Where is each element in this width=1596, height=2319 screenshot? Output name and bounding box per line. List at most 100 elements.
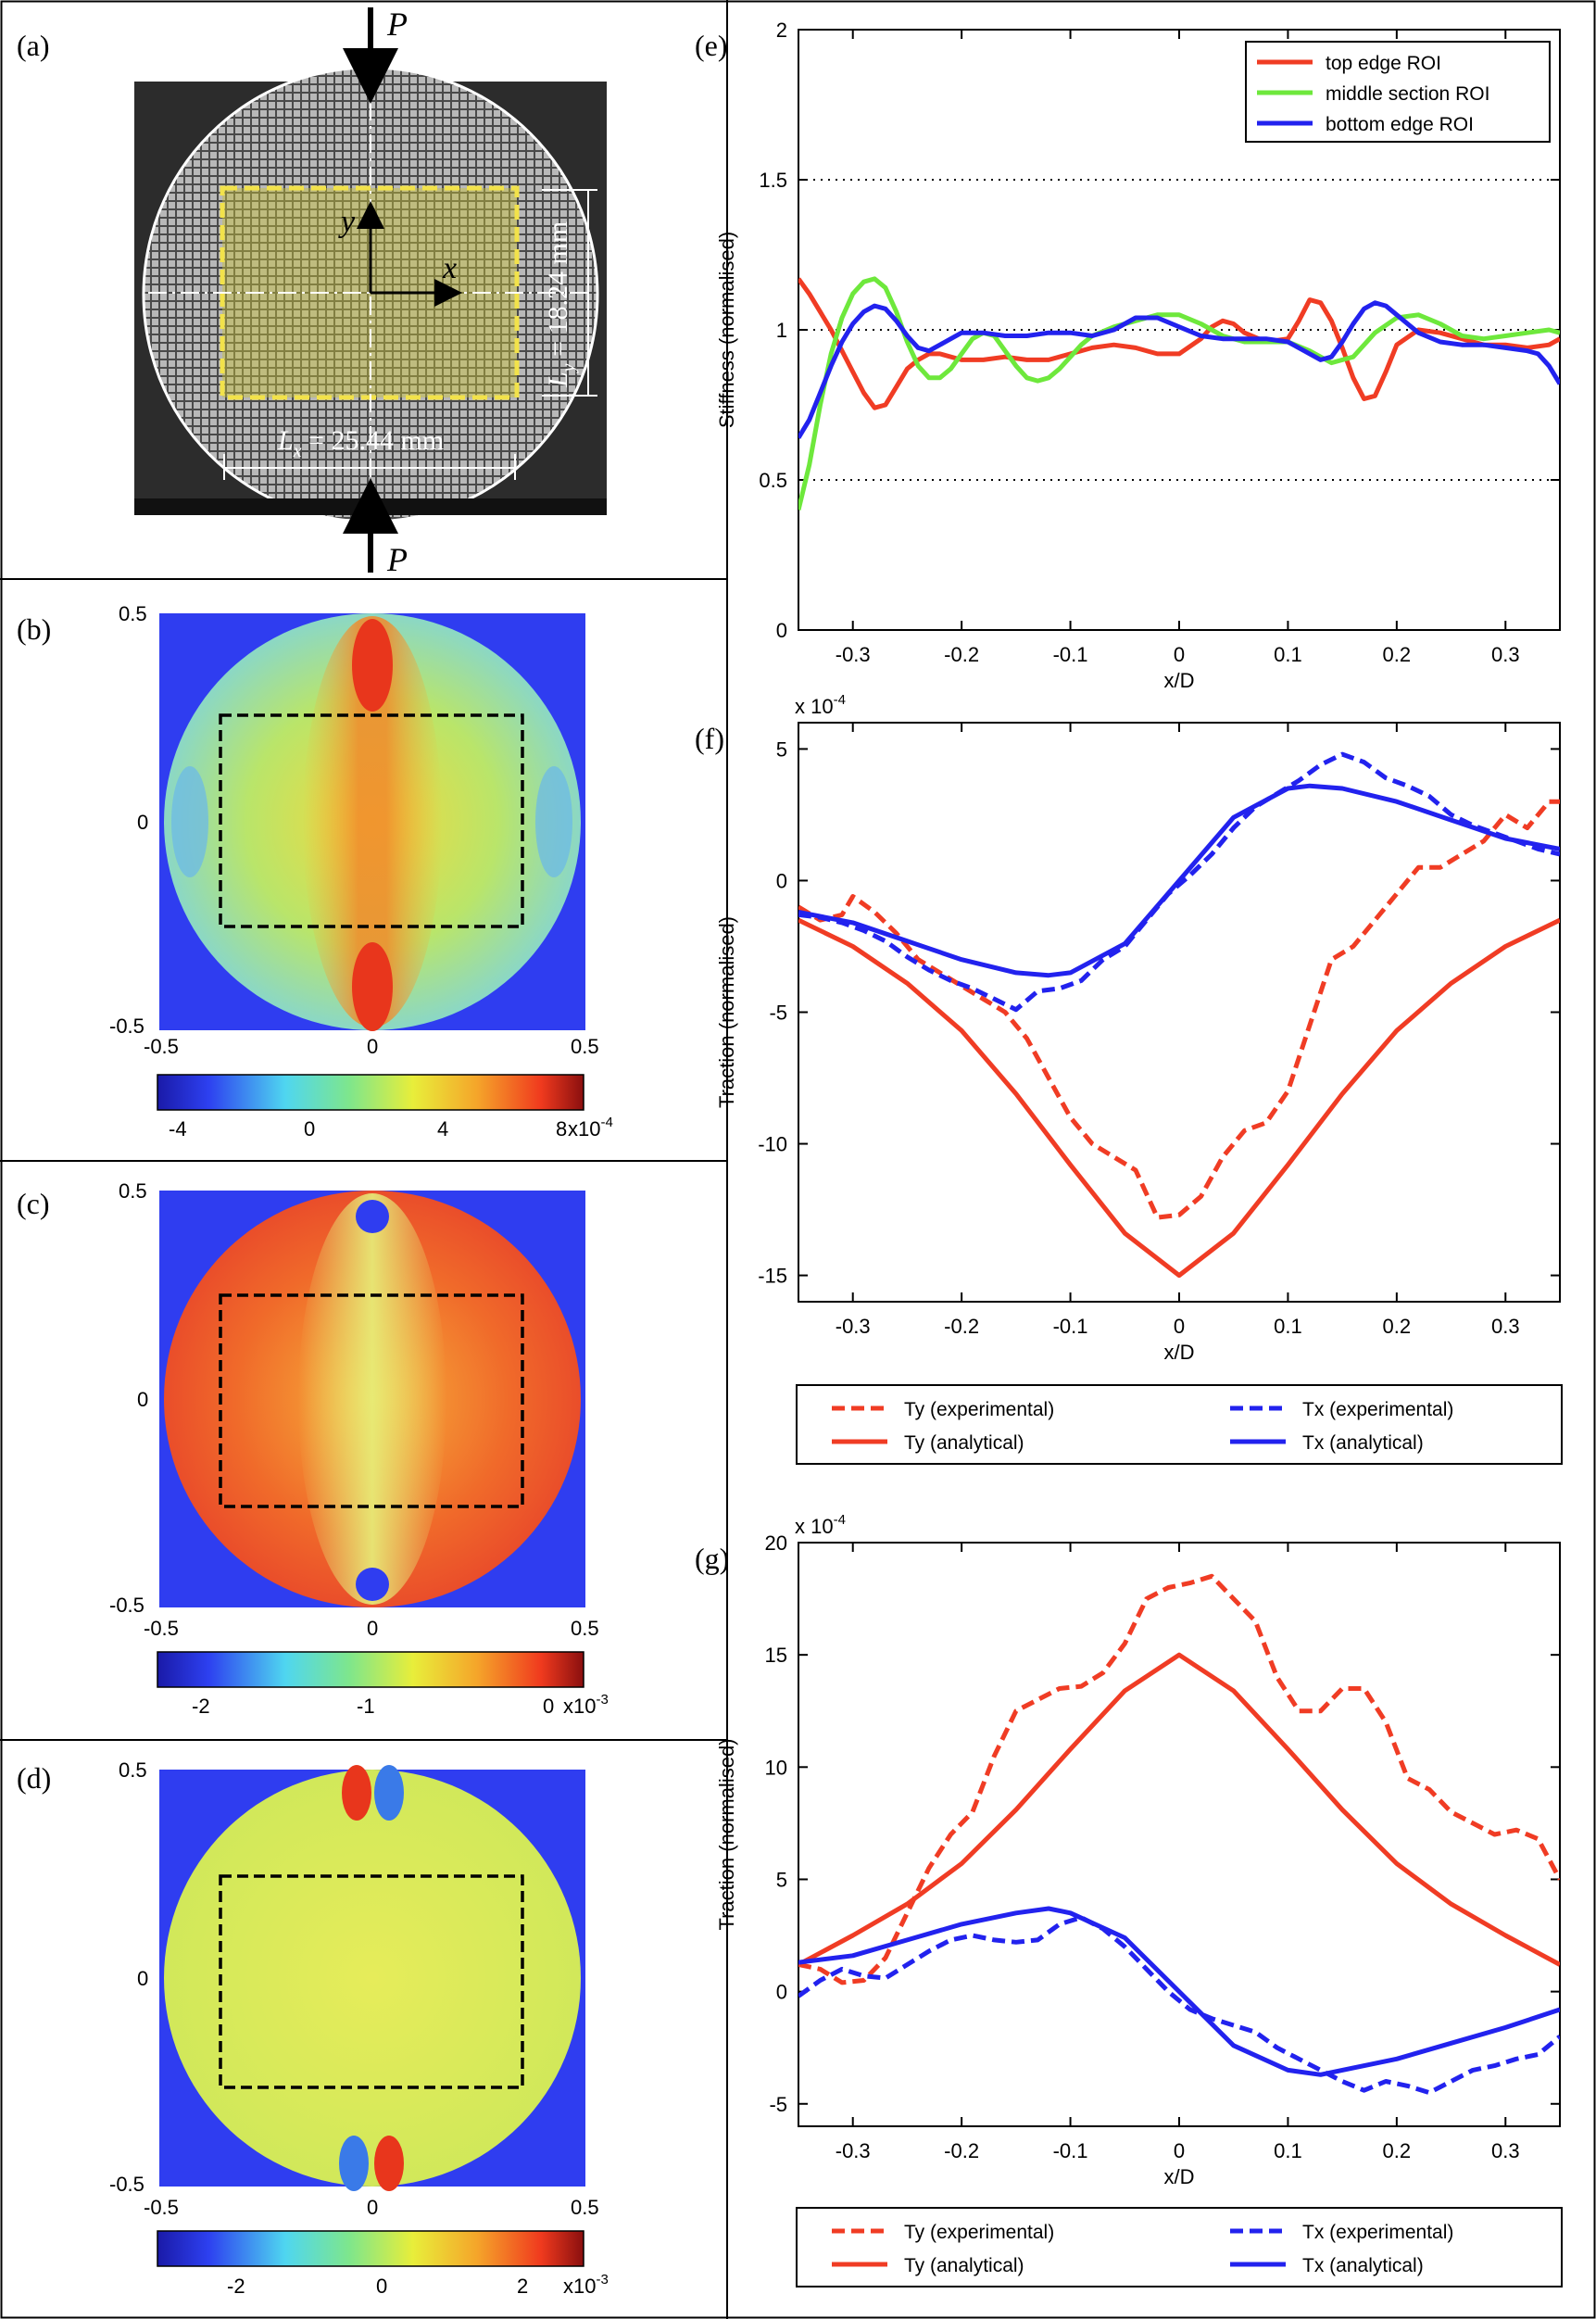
x-axis-label: x/D [1164,1341,1195,1364]
field-map-stripe-c [298,1193,446,1605]
y-tick-label: 1 [776,319,787,342]
legend-label: Ty (experimental) [904,1399,1054,1420]
colorbar-d-exponent: x10-3 [563,2272,609,2298]
y-tick-label: 20 [765,1531,787,1555]
x-axis-label: x [442,251,457,285]
y-axis-label: Traction (normalised) [715,916,738,1108]
x-axis-label: x/D [1164,2165,1195,2188]
plot-frame [798,1542,1561,2127]
colorbar-c-tick-0: -2 [192,1695,210,1718]
y-multiplier-power: -4 [834,692,846,708]
legend-label: Ty (experimental) [904,2222,1054,2243]
ly-dimension-label: Ly = 18.24 mm [543,221,579,388]
chart-e: (e) -0.3 -0.2 -0.1 0 0.1 0.2 0.3 0 0.5 1 1.5 2 x/D Sti… [695,19,1561,692]
ly-subscript: y [559,363,579,373]
colorbar-c [157,1651,584,1688]
y-tick-label: 2 [776,19,787,42]
y-tick-label: 0.5 [759,469,787,492]
series-line-tx-analytical- [798,783,1560,978]
colorbar-b [157,1074,584,1111]
x-tick-label: -0.2 [944,2139,979,2162]
x-tick-label: -0.3 [836,2139,871,2162]
top-load-label: P [386,6,408,43]
panel-label: (g) [695,1542,729,1575]
colorbar-b-tick-1: 0 [304,1117,315,1141]
y-tick-label: -5 [769,1002,787,1025]
colorbar-c-tick-2: 0 [543,1695,554,1718]
x-tick-label: 0.3 [1491,2139,1520,2162]
legend-label: Tx (experimental) [1302,2222,1453,2243]
panel-label: (e) [695,29,728,62]
panel-label-b: (b) [17,612,51,646]
y-tick-label: -15 [758,1265,787,1288]
roi-outline-c [219,1293,524,1508]
colorbar-d [157,2230,584,2267]
y-tick-b-1: 0 [137,811,148,834]
x-tick-b-0: -0.5 [144,1035,179,1058]
roi-outline-b [219,713,524,928]
y-tick-d-2: -0.5 [109,2173,145,2196]
x-tick-label: 0.3 [1491,643,1520,666]
ly-symbol: L [543,372,573,388]
y-tick-label: 10 [765,1756,787,1779]
axes-ticks-d: -0.5 0 0.5 0.5 0 -0.5 [109,1758,599,2219]
x-tick-c-1: 0 [367,1617,378,1640]
y-tick-c-2: -0.5 [109,1594,145,1617]
field-map-disc-d [164,1770,581,2187]
y-axis-label: Traction (normalised) [715,1738,738,1930]
legend-label: top edge ROI [1326,53,1441,74]
colorbar-ticks-d: -2 0 2 x10-3 [227,2272,609,2298]
y-tick-label: -5 [769,2093,787,2116]
x-tick-label: 0.1 [1274,1315,1302,1338]
x-tick-label: 0 [1174,643,1185,666]
y-axis-label: Stiffness (normalised) [715,232,738,428]
x-tick-b-1: 0 [367,1035,378,1058]
colorbar-b-tick-3: 8 [556,1117,567,1141]
x-tick-label: 0.2 [1383,1315,1412,1338]
y-tick-label: 0 [776,619,787,642]
x-tick-d-1: 0 [367,2196,378,2219]
y-tick-c-1: 0 [137,1388,148,1411]
colorbar-d-tick-2: 2 [517,2275,528,2298]
x-tick-label: -0.1 [1053,2139,1088,2162]
x-tick-label: 0 [1174,2139,1185,2162]
y-tick-label: 15 [765,1644,787,1667]
x-tick-label: -0.3 [836,1315,871,1338]
panel-a: (a) y x P P Lx = 25.44 mm Ly = 18.24 mm [17,6,607,578]
legend-label: Tx (analytical) [1302,2255,1424,2276]
axes-ticks-b: -0.5 0 0.5 0.5 0 -0.5 [109,602,599,1058]
chart-g: (g) -0.3 -0.2 -0.1 0 0.1 0.2 0.3 -5 0 5 10 15 20 x/D Tr… [695,1512,1563,2287]
y-tick-label: 5 [776,737,787,761]
series-line-ty-experimental- [798,799,1560,1220]
x-tick-b-2: 0.5 [571,1035,599,1058]
field-map-hot-bottom-d [374,2136,404,2191]
y-tick-label: 1.5 [759,169,787,192]
x-tick-label: 0.2 [1383,643,1412,666]
y-tick-label: -10 [758,1133,787,1156]
y-multiplier-base: x 10 [795,695,834,718]
ly-value: = 18.24 mm [543,221,573,364]
x-tick-label: -0.1 [1053,643,1088,666]
series-line-top-edge-roi [798,277,1560,410]
y-multiplier-base: x 10 [795,1515,834,1538]
y-multiplier: x 10-4 [795,692,846,718]
y-tick-d-0: 0.5 [119,1758,147,1782]
field-map-cold-top-d [374,1765,404,1821]
lx-dimension-label: Lx = 25.44 mm [277,425,444,461]
colorbar-b-tick-2: 4 [437,1117,448,1141]
legend-label: middle section ROI [1326,83,1489,105]
legend-label: Ty (analytical) [904,1432,1024,1454]
field-map-hot-top-d [342,1765,371,1821]
y-tick-label: 0 [776,1981,787,2004]
colorbar-b-tick-0: -4 [169,1117,187,1141]
y-tick-label: 0 [776,869,787,892]
series-line-ty-analytical- [798,917,1560,1279]
panel-d: (d) -0.5 0 0.5 0.5 0 -0.5 -2 0 2 x10-3 [17,1758,609,2298]
panel-label: (f) [695,722,724,755]
lx-subscript: x [293,441,302,461]
series-line-bottom-edge-roi [798,300,1560,439]
panel-label-a: (a) [17,29,50,62]
axes-ticks-c: -0.5 0 0.5 0.5 0 -0.5 [109,1179,599,1640]
x-tick-label: 0.1 [1274,2139,1302,2162]
